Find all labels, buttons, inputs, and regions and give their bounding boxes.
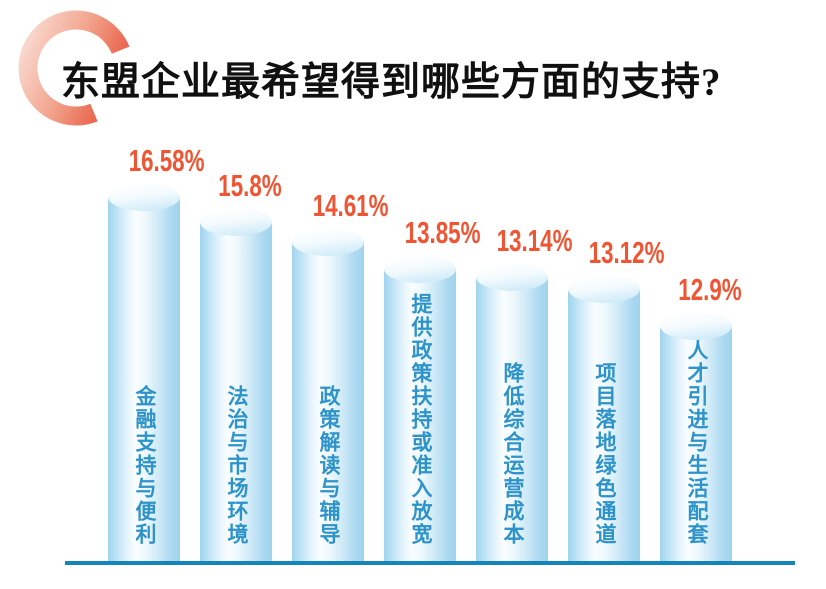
bar-category-label: 政策解读与辅导 (317, 385, 340, 546)
bar-category-label: 法治与市场环境 (225, 385, 248, 546)
bar-value-label: 16.58% (114, 143, 205, 179)
bar-cylinder: 金融支持与便利 (108, 183, 180, 561)
cylinder-top-ellipse (476, 263, 548, 291)
bar-value-label: 13.85% (390, 215, 481, 251)
cylinder-body: 项目落地绿色通道 (568, 289, 640, 561)
bar-value-text: 14.61% (312, 188, 389, 223)
chart-title: 东盟企业最希望得到哪些方面的支持? (61, 61, 722, 104)
bar-cylinder: 人才引进与生活配套 (660, 312, 732, 561)
bar-cylinder: 政策解读与辅导 (292, 228, 364, 561)
bar-value-text: 13.14% (496, 223, 573, 258)
bar-value-label: 14.61% (298, 188, 389, 224)
bar-value-text: 15.8% (218, 168, 282, 203)
cylinder-body: 法治与市场环境 (200, 222, 272, 561)
baseline-axis (65, 561, 795, 565)
bar-value-label: 15.8% (206, 168, 282, 204)
bar-chart: 16.58% 金融支持与便利 15.8% 法治与市场环境 14.61% 政策解读… (108, 143, 742, 561)
cylinder-top-ellipse (108, 183, 180, 211)
bar-category-label: 提供政策扶持或准入放宽 (409, 293, 432, 546)
ring-logo-icon (18, 10, 134, 126)
bar-value-label: 12.9% (666, 272, 742, 308)
cylinder-top-ellipse (660, 312, 732, 340)
cylinder-top-ellipse (384, 255, 456, 283)
cylinder-body: 提供政策扶持或准入放宽 (384, 269, 456, 561)
bar-value-text: 13.12% (588, 235, 665, 270)
cylinder-top-ellipse (292, 228, 364, 256)
bar-cylinder: 降低综合运营成本 (476, 263, 548, 561)
cylinder-body: 降低综合运营成本 (476, 277, 548, 561)
bar-value-text: 12.9% (678, 272, 742, 307)
bar-cylinder: 法治与市场环境 (200, 208, 272, 561)
cylinder-top-ellipse (200, 208, 272, 236)
bar-category-label: 金融支持与便利 (133, 385, 156, 546)
cylinder-body: 人才引进与生活配套 (660, 326, 732, 561)
cylinder-body: 金融支持与便利 (108, 197, 180, 561)
bar-value-text: 16.58% (128, 143, 205, 178)
bar-category-label: 项目落地绿色通道 (593, 362, 616, 546)
bar-cylinder: 项目落地绿色通道 (568, 275, 640, 561)
cylinder-body: 政策解读与辅导 (292, 242, 364, 561)
bar-value-label: 13.14% (482, 223, 573, 259)
bar-cylinder: 提供政策扶持或准入放宽 (384, 255, 456, 561)
bar-category-label: 降低综合运营成本 (501, 362, 524, 546)
bar-value-text: 13.85% (404, 215, 481, 250)
bar-category-label: 人才引进与生活配套 (685, 339, 708, 546)
cylinder-top-ellipse (568, 275, 640, 303)
bar-value-label: 13.12% (574, 235, 665, 271)
